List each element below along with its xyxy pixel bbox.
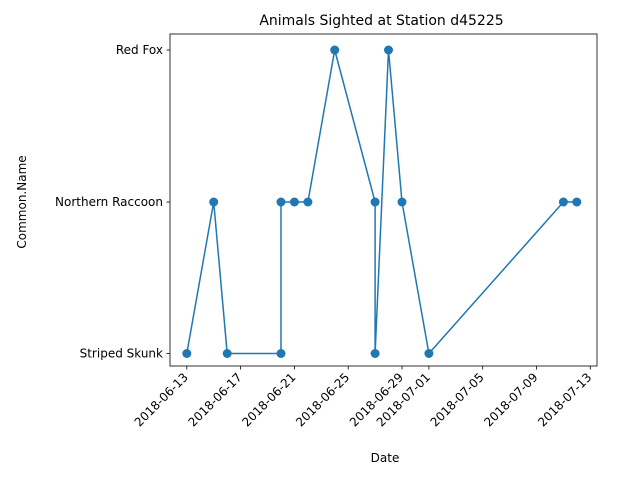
data-point	[303, 197, 313, 207]
data-point	[276, 197, 286, 207]
data-point	[289, 197, 299, 207]
data-point	[276, 349, 286, 358]
data-point	[572, 197, 582, 207]
data-point	[182, 349, 192, 358]
data-point	[370, 349, 380, 358]
data-point	[558, 197, 568, 207]
data-point	[330, 45, 340, 55]
plot-area	[169, 33, 598, 367]
y-tick-label: Northern Raccoon	[55, 195, 163, 209]
data-point	[424, 349, 434, 358]
y-tick-label: Red Fox	[116, 43, 163, 57]
chart-title: Animals Sighted at Station d45225	[259, 13, 503, 29]
data-point	[397, 197, 407, 207]
y-tick-label: Striped Skunk	[80, 347, 163, 361]
y-axis-title: Common.Name	[15, 155, 29, 248]
data-point	[384, 45, 393, 55]
data-point	[370, 197, 380, 207]
data-point	[222, 349, 232, 358]
plot-frame	[169, 33, 598, 367]
y-axis-ticks: Striped Skunk Northern Raccoon Red Fox	[55, 43, 170, 361]
x-axis-title: Date	[371, 451, 400, 465]
data-point	[209, 197, 219, 207]
